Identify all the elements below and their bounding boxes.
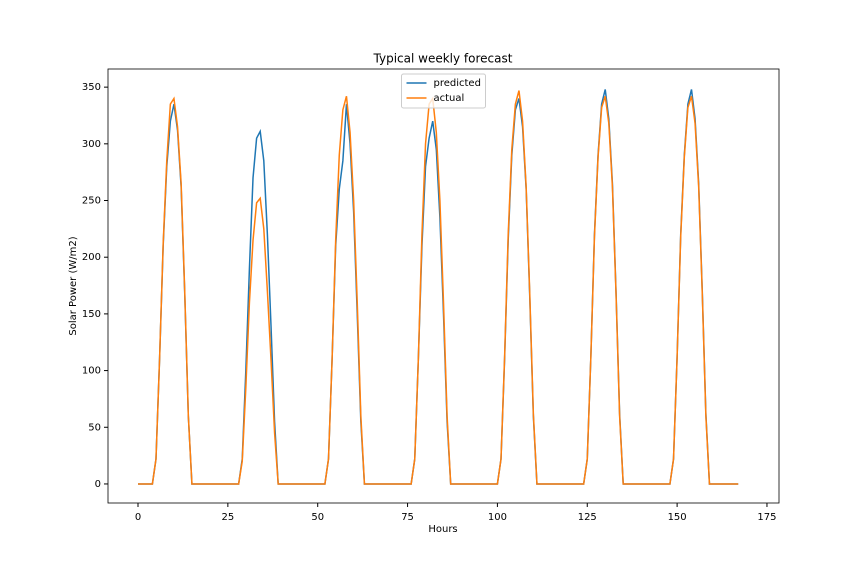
y-tick-label: 250 — [82, 196, 101, 207]
plot-frame — [107, 68, 780, 504]
y-tick-label: 200 — [82, 252, 101, 263]
x-tick-label: 50 — [311, 512, 324, 523]
y-tick-label: 0 — [95, 479, 101, 490]
x-tick-label: 175 — [757, 512, 776, 523]
legend-label: predicted — [434, 78, 481, 89]
x-axis-label: Hours — [428, 524, 457, 535]
x-tick-label: 100 — [488, 512, 507, 523]
x-tick-label: 125 — [578, 512, 597, 523]
series-line — [138, 90, 739, 485]
x-tick-label: 25 — [221, 512, 234, 523]
y-tick-label: 300 — [82, 139, 101, 150]
y-tick-label: 350 — [82, 82, 101, 93]
chart-title: Typical weekly forecast — [373, 52, 513, 66]
legend-label: actual — [434, 93, 465, 104]
x-tick-label: 0 — [135, 512, 141, 523]
y-tick-label: 100 — [82, 366, 101, 377]
y-tick-label: 50 — [88, 422, 101, 433]
x-tick-label: 75 — [401, 512, 414, 523]
x-tick-label: 150 — [668, 512, 687, 523]
y-tick-label: 150 — [82, 309, 101, 320]
y-axis-label: Solar Power (W/m2) — [68, 236, 79, 335]
